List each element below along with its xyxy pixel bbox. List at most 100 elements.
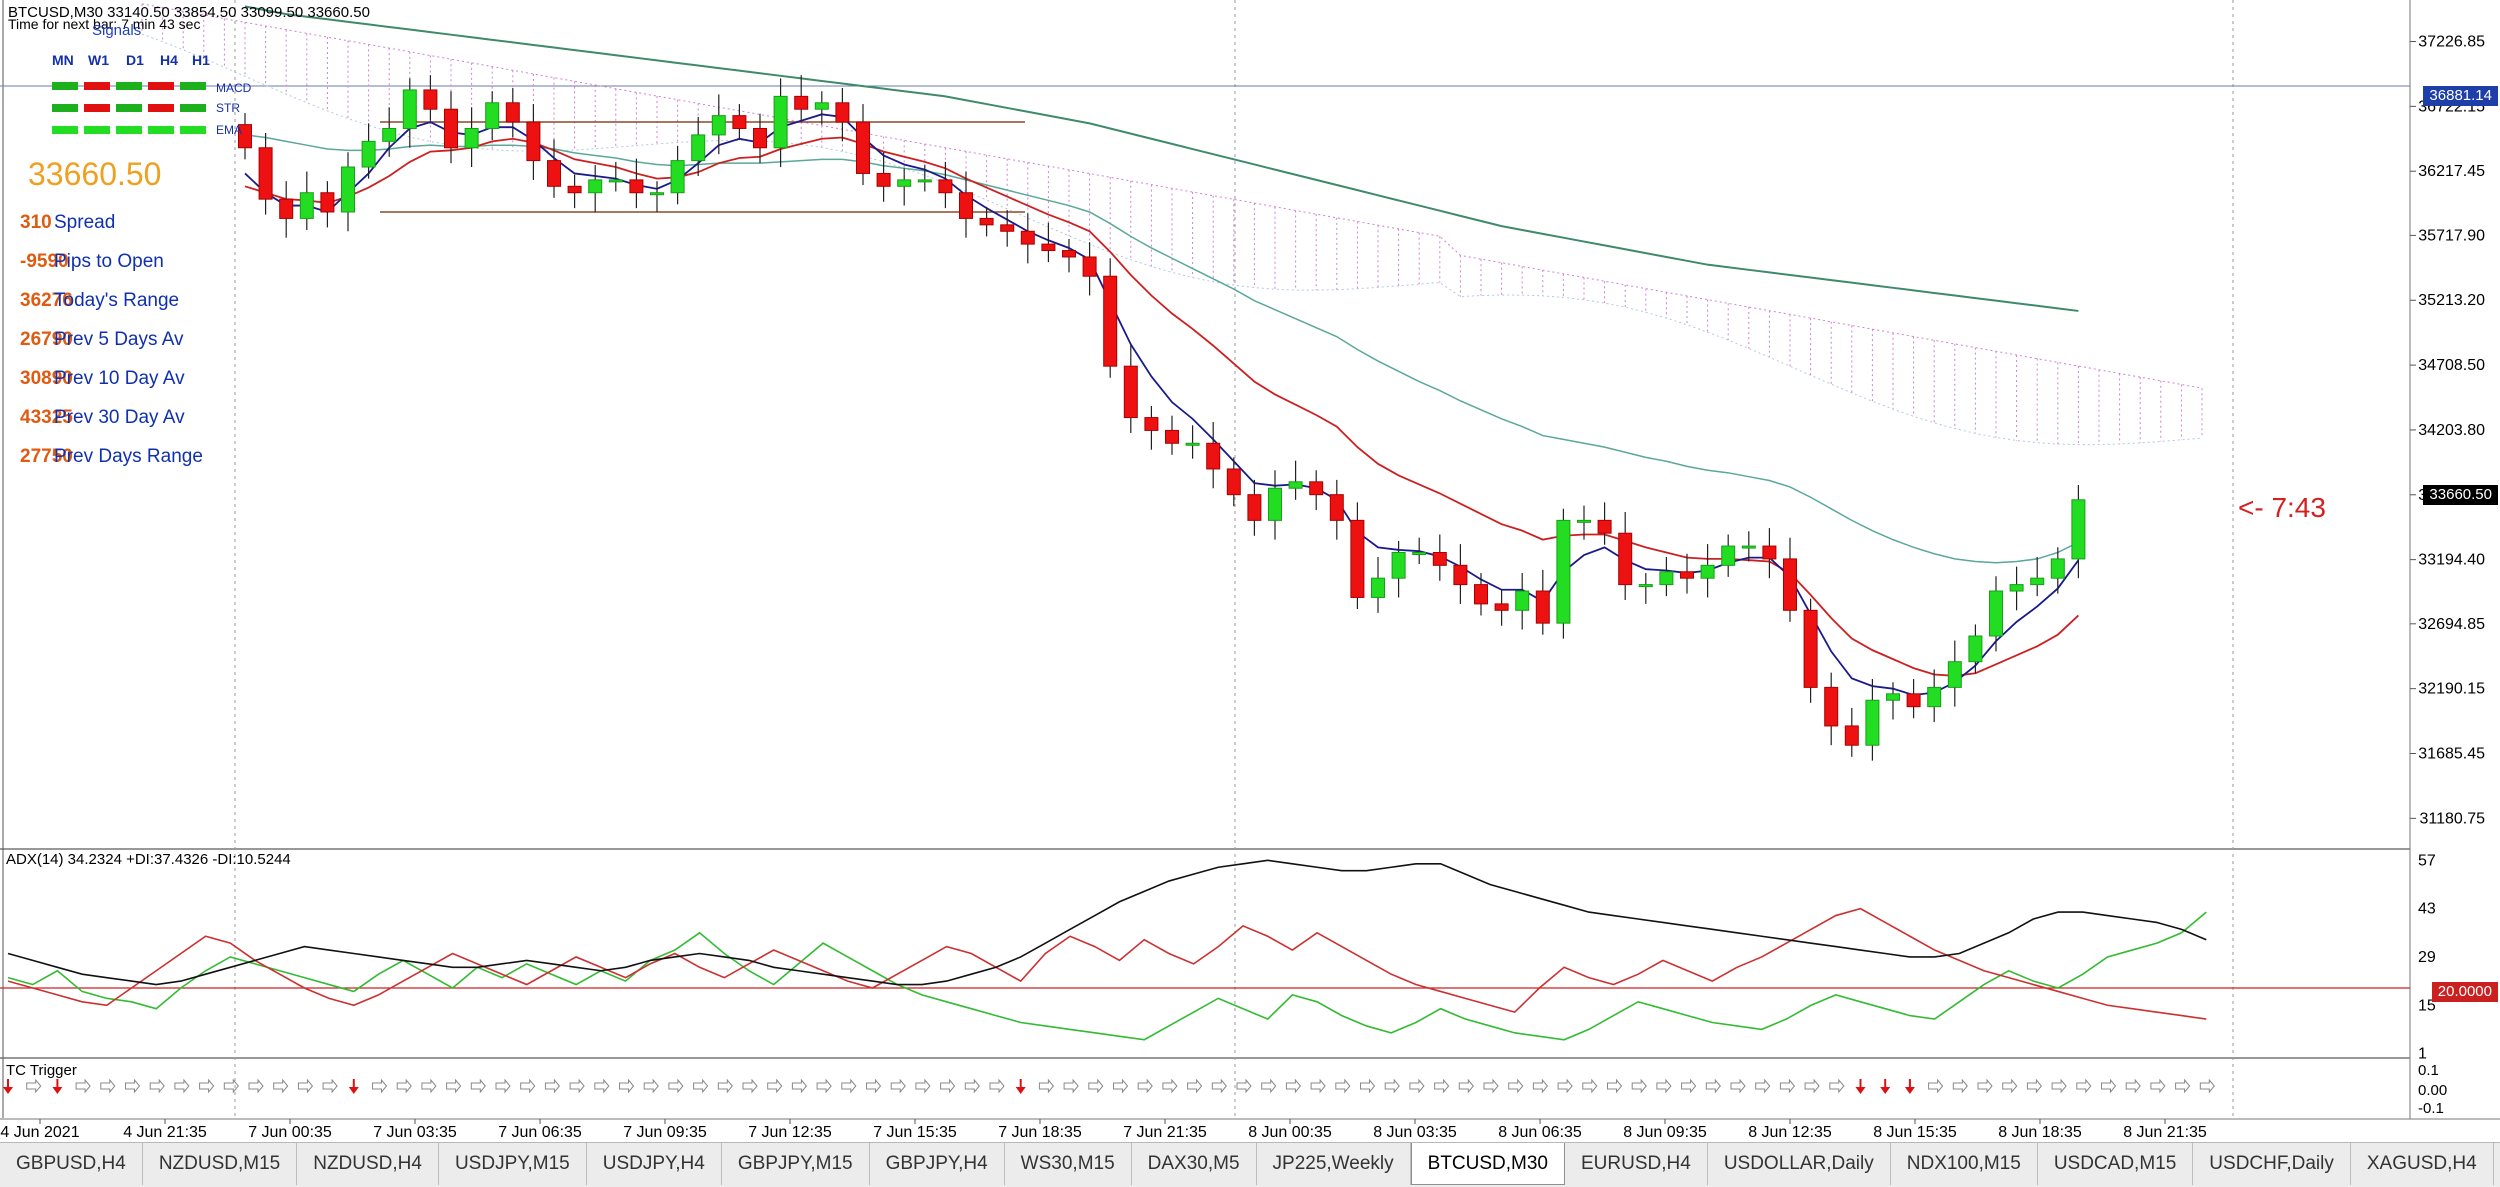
candle — [629, 158, 644, 209]
tab-xagusd-h4[interactable]: XAGUSD,H4 — [2351, 1143, 2494, 1185]
candle-bear — [1247, 494, 1262, 521]
candle-bull — [1886, 693, 1900, 701]
arrow-outline — [717, 1078, 733, 1094]
candle — [423, 75, 438, 121]
tab-jp225-weekly[interactable]: JP225,Weekly — [1257, 1143, 1411, 1185]
prev-5-days-value: 26790 — [20, 329, 73, 350]
tc-down-arrow — [52, 1079, 63, 1094]
candle-bull — [485, 102, 500, 129]
tab-nzdusd-m15[interactable]: NZDUSD,M15 — [143, 1143, 298, 1185]
candle — [1041, 222, 1056, 263]
arrow-outline — [544, 1078, 561, 1094]
arrow-outline — [1804, 1078, 1820, 1094]
candle — [1762, 528, 1777, 579]
arrow-outline — [1409, 1078, 1425, 1094]
candle — [1886, 682, 1900, 720]
candle — [1206, 422, 1221, 489]
arrow-outline — [26, 1078, 42, 1094]
arrow-outline — [273, 1078, 289, 1094]
arrow-outline — [149, 1078, 165, 1094]
arrow-outline — [866, 1078, 882, 1094]
tc-up-arrow — [1557, 1078, 1573, 1094]
timeframe-h1: H1 — [192, 52, 210, 68]
candle-bear — [1103, 275, 1118, 367]
arrow-head — [1880, 1087, 1891, 1094]
price-tick-label: 34203.80 — [2418, 422, 2485, 439]
tab-gbpjpy-h4[interactable]: GBPJPY,H4 — [870, 1143, 1005, 1185]
signal-cell — [180, 126, 206, 134]
candle — [341, 152, 355, 232]
candle — [1515, 573, 1530, 630]
tab-nzdusd-h4[interactable]: NZDUSD,H4 — [297, 1143, 439, 1185]
tc-up-arrow — [75, 1078, 91, 1094]
tab-usdcad-m15[interactable]: USDCAD,M15 — [2038, 1143, 2194, 1185]
candle-bear — [938, 179, 953, 194]
candle — [1906, 679, 1921, 719]
time-tick-label: 8 Jun 15:35 — [1873, 1124, 1957, 1141]
tc-tick-label: 0.00 — [2418, 1082, 2447, 1099]
tc-up-arrow — [1779, 1078, 1796, 1094]
time-tick-label: 8 Jun 00:35 — [1248, 1124, 1332, 1141]
tc-up-arrow — [1483, 1078, 1499, 1094]
arrow-head — [1015, 1087, 1026, 1094]
tc-up-arrow — [421, 1078, 437, 1094]
time-tick-label: 8 Jun 21:35 — [2123, 1124, 2207, 1141]
prev-days-range-label: Prev Days Range — [54, 446, 203, 467]
tc-up-arrow — [446, 1078, 462, 1094]
tc-up-arrow — [1162, 1078, 1178, 1094]
adx-tick-label: 57 — [2418, 852, 2436, 869]
prev-10-day-label: Prev 10 Day Av — [54, 368, 185, 389]
candle-bull — [2030, 577, 2045, 586]
tab-gbpusd-h4[interactable]: GBPUSD,H4 — [0, 1143, 143, 1185]
arrow-outline — [1360, 1078, 1376, 1094]
candle — [1927, 669, 1942, 723]
candle — [1680, 553, 1694, 594]
tc-up-arrow — [1532, 1078, 1549, 1094]
todays-range-label: Today's Range — [54, 290, 180, 311]
candle-bear — [1329, 494, 1344, 521]
tab-dax30-m5[interactable]: DAX30,M5 — [1132, 1143, 1257, 1185]
adx-line — [7, 859, 2207, 986]
candle — [1144, 406, 1159, 450]
tab-gbpjpy-m15[interactable]: GBPJPY,M15 — [722, 1143, 870, 1185]
candle — [917, 165, 932, 192]
candle-bear — [1618, 532, 1633, 586]
arrow-head — [1855, 1087, 1866, 1094]
tc-up-arrow — [1038, 1078, 1055, 1094]
candle — [691, 116, 706, 177]
candle — [979, 206, 994, 237]
candle-bear — [1535, 590, 1550, 624]
tab-usdchf-daily[interactable]: USDCHF,Daily — [2193, 1143, 2351, 1185]
ema-label: EMA — [216, 123, 243, 137]
candle-bull — [1577, 519, 1591, 523]
arrow-outline — [520, 1078, 536, 1094]
arrow-head — [1904, 1087, 1915, 1094]
tc-down-arrow — [1880, 1079, 1891, 1094]
arrow-outline — [1730, 1078, 1746, 1094]
tab-eurusd-h4[interactable]: EURUSD,H4 — [1565, 1143, 1708, 1185]
candle-bull — [361, 140, 376, 168]
tc-up-arrow — [791, 1078, 808, 1094]
arrow-outline — [1681, 1078, 1697, 1094]
candle — [856, 104, 870, 186]
tab-btcusd-m30[interactable]: BTCUSD,M30 — [1410, 1143, 1565, 1185]
tc-up-arrow — [2101, 1078, 2117, 1094]
tab-usdjpy-m15[interactable]: USDJPY,M15 — [439, 1143, 587, 1185]
plus-di-line — [7, 911, 2207, 1041]
candle — [2030, 556, 2045, 597]
candle-bull — [1989, 590, 2003, 637]
candle — [238, 113, 252, 160]
candle — [959, 171, 973, 238]
tab-ws30-m15[interactable]: WS30,M15 — [1005, 1143, 1132, 1185]
tab-usdjpy-h4[interactable]: USDJPY,H4 — [587, 1143, 722, 1185]
tab-ndx100-m15[interactable]: NDX100,M15 — [1891, 1143, 2038, 1185]
time-tick-label: 7 Jun 21:35 — [1123, 1124, 1207, 1141]
candle — [1000, 210, 1015, 247]
candle — [794, 75, 809, 121]
candle-bull — [897, 179, 912, 187]
tab-usdollar-daily[interactable]: USDOLLAR,Daily — [1708, 1143, 1891, 1185]
candle — [1329, 479, 1344, 540]
candle-bear — [1062, 250, 1076, 258]
candle — [732, 104, 747, 141]
